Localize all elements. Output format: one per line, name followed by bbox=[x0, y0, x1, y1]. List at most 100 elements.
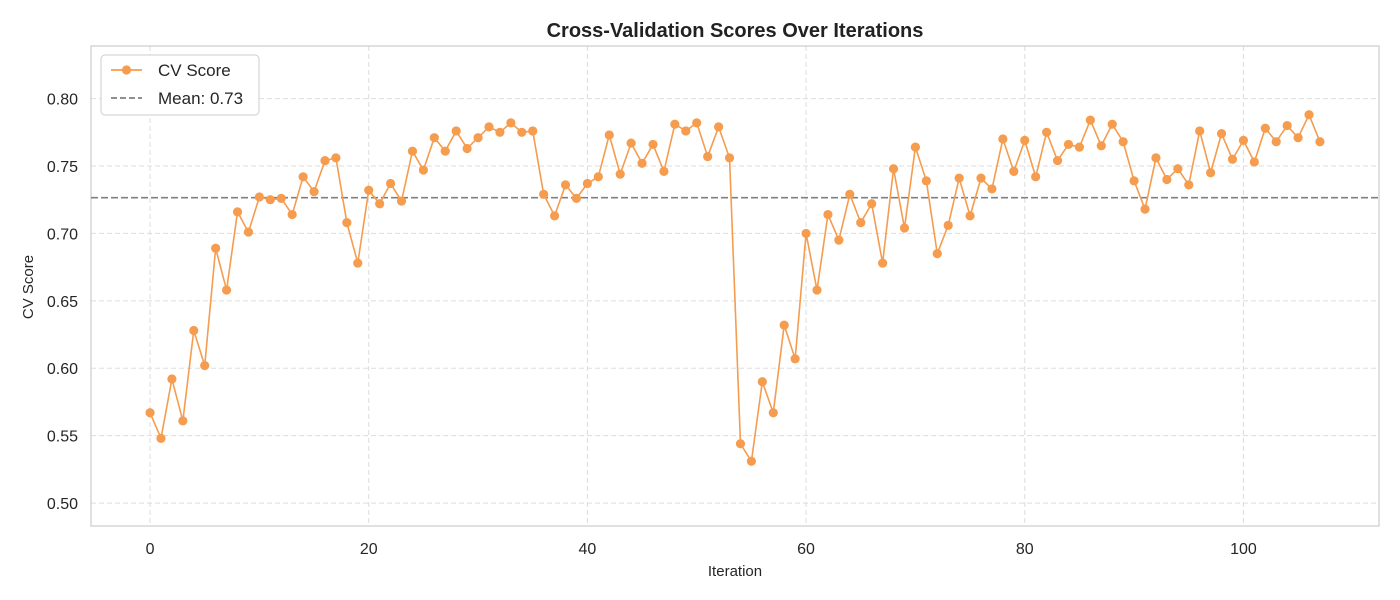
data-point bbox=[746, 456, 757, 466]
x-tick-label: 80 bbox=[1016, 541, 1034, 558]
data-point bbox=[1074, 142, 1085, 152]
data-point bbox=[976, 173, 986, 183]
data-point bbox=[517, 127, 527, 137]
data-point bbox=[878, 258, 888, 268]
series-line-cv-score bbox=[149, 113, 1321, 463]
data-point bbox=[1129, 176, 1139, 186]
data-point bbox=[331, 153, 341, 163]
data-point bbox=[1173, 164, 1183, 174]
data-point bbox=[396, 196, 407, 206]
data-point bbox=[451, 126, 461, 136]
data-point bbox=[910, 142, 921, 152]
data-point bbox=[342, 218, 352, 228]
data-point bbox=[385, 178, 396, 189]
data-point bbox=[1271, 137, 1281, 147]
data-point bbox=[232, 207, 243, 217]
data-point bbox=[1238, 135, 1249, 145]
y-axis-label: CV Score bbox=[20, 255, 37, 319]
data-point bbox=[221, 285, 232, 295]
data-point bbox=[1195, 126, 1205, 136]
data-point bbox=[265, 195, 275, 205]
x-tick-label: 0 bbox=[146, 541, 155, 558]
data-point bbox=[506, 118, 516, 128]
data-point bbox=[1206, 168, 1216, 178]
data-point bbox=[254, 192, 264, 202]
data-point bbox=[309, 187, 319, 197]
tick-labels: 0 20 40 60 80 100 0.50 0.55 0.60 0.65 0.70 0.75 0.80 bbox=[47, 92, 1257, 558]
y-tick-label: 0.70 bbox=[47, 226, 78, 243]
chart-title: Cross-Validation Scores Over Iterations bbox=[547, 20, 924, 42]
data-point bbox=[943, 220, 953, 230]
data-point bbox=[145, 408, 155, 418]
data-point bbox=[823, 209, 833, 220]
data-point bbox=[528, 126, 538, 136]
data-point bbox=[1096, 141, 1106, 151]
x-tick-label: 40 bbox=[578, 541, 596, 558]
data-point bbox=[495, 127, 505, 137]
data-point bbox=[1140, 204, 1150, 214]
data-point bbox=[1151, 153, 1161, 163]
x-tick-label: 100 bbox=[1230, 541, 1257, 558]
data-point bbox=[801, 228, 811, 239]
data-point bbox=[539, 189, 549, 199]
data-point bbox=[1304, 110, 1314, 120]
data-point bbox=[375, 199, 385, 209]
data-point bbox=[189, 325, 199, 336]
data-point bbox=[200, 360, 210, 371]
data-point bbox=[965, 211, 975, 221]
data-point bbox=[1042, 127, 1052, 137]
data-point bbox=[899, 223, 910, 233]
legend-label-mean: Mean: 0.73 bbox=[158, 89, 243, 108]
data-point bbox=[845, 189, 855, 199]
data-point bbox=[582, 178, 592, 189]
data-point bbox=[867, 199, 877, 209]
x-tick-label: 20 bbox=[360, 541, 378, 558]
data-point bbox=[1315, 137, 1325, 147]
data-point bbox=[1020, 135, 1030, 145]
data-point bbox=[615, 169, 625, 179]
data-point bbox=[681, 126, 691, 136]
data-point bbox=[364, 185, 374, 195]
data-point bbox=[1052, 156, 1063, 166]
data-point bbox=[1260, 123, 1270, 133]
data-point bbox=[156, 433, 166, 443]
data-point bbox=[1162, 174, 1172, 185]
data-point bbox=[779, 320, 789, 330]
data-point bbox=[703, 151, 713, 162]
data-point bbox=[768, 408, 778, 418]
data-point bbox=[932, 249, 942, 259]
data-point bbox=[549, 211, 560, 221]
data-point bbox=[790, 354, 800, 364]
data-point bbox=[287, 209, 297, 220]
data-point bbox=[1282, 120, 1292, 131]
data-point bbox=[757, 377, 767, 387]
data-point bbox=[571, 193, 582, 203]
data-point bbox=[637, 158, 647, 168]
plot-area bbox=[90, 45, 1380, 527]
data-point bbox=[167, 374, 177, 384]
data-point bbox=[1118, 137, 1128, 147]
x-axis-label: Iteration bbox=[708, 563, 762, 580]
series-layer bbox=[145, 110, 1325, 466]
data-point bbox=[834, 235, 844, 245]
y-tick-label: 0.65 bbox=[47, 294, 78, 311]
data-point bbox=[921, 176, 931, 186]
data-point bbox=[560, 180, 571, 190]
data-point bbox=[1085, 115, 1095, 125]
data-point bbox=[462, 143, 472, 154]
x-tick-label: 60 bbox=[797, 541, 815, 558]
data-point bbox=[724, 153, 735, 163]
legend: CV Score Mean: 0.73 bbox=[100, 54, 260, 116]
data-point bbox=[593, 172, 603, 182]
data-point bbox=[998, 134, 1008, 144]
y-tick-label: 0.80 bbox=[47, 92, 78, 109]
legend-label-cv-score: CV Score bbox=[158, 61, 231, 80]
data-point bbox=[440, 146, 450, 156]
data-point bbox=[670, 119, 680, 129]
data-point bbox=[604, 130, 614, 140]
data-point bbox=[418, 165, 428, 175]
data-point bbox=[1227, 154, 1238, 164]
data-point bbox=[1249, 157, 1259, 167]
y-tick-label: 0.55 bbox=[47, 429, 78, 446]
